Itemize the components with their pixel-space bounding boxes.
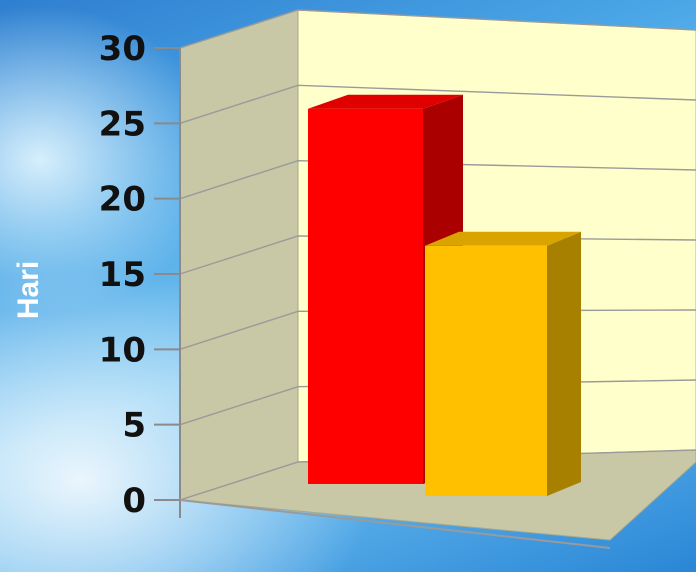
bar-2 (425, 231, 581, 497)
y-tick-label: 5 (122, 406, 146, 446)
bar-front-face (308, 108, 423, 484)
y-tick-label: 25 (99, 104, 146, 144)
y-tick-label: 30 (99, 29, 146, 69)
y-tick-label: 10 (99, 330, 146, 370)
y-tick-label: 15 (99, 255, 146, 295)
bar-front-face (425, 245, 547, 496)
bar-top-face (425, 231, 581, 246)
bars (308, 94, 581, 497)
y-tick-label: 20 (99, 180, 146, 220)
bar-side-face (547, 231, 581, 497)
bar-top-face (308, 94, 463, 109)
y-axis-title: Hari (12, 261, 45, 319)
gridline-20 (179, 159, 696, 200)
gridline-30 (179, 9, 696, 49)
x-axis-line (179, 499, 611, 549)
y-axis (154, 47, 611, 549)
y-tick-labels: 0 5 10 15 20 25 30 (99, 29, 146, 521)
gridline-25 (179, 84, 696, 124)
y-tick-label: 0 (122, 481, 146, 521)
